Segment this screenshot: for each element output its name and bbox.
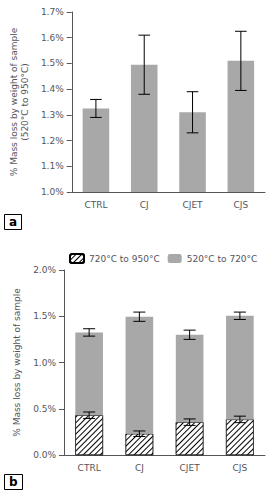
svg-text:CJS: CJS [233,463,248,473]
svg-text:0.5%: 0.5% [33,404,56,414]
svg-text:1.6%: 1.6% [41,33,64,43]
svg-text:% Mass loss by weight of sampl: % Mass loss by weight of sample [9,27,19,176]
svg-text:1.2%: 1.2% [41,136,64,146]
svg-text:1.0%: 1.0% [41,187,64,197]
svg-text:a: a [9,215,17,229]
svg-text:520°C to 720°C: 520°C to 720°C [187,254,258,264]
svg-text:(520°C to 950°C): (520°C to 950°C) [20,63,30,141]
svg-text:CJET: CJET [180,463,201,473]
svg-text:1.7%: 1.7% [41,7,64,17]
svg-text:0.0%: 0.0% [33,450,56,460]
svg-text:CTRL: CTRL [84,200,107,210]
svg-text:CJS: CJS [234,200,249,210]
svg-text:2.0%: 2.0% [33,265,56,275]
svg-text:CJ: CJ [140,200,149,210]
svg-text:1.5%: 1.5% [33,311,56,321]
svg-text:CJET: CJET [182,200,203,210]
svg-text:1.0%: 1.0% [33,358,56,368]
svg-text:1.3%: 1.3% [41,110,64,120]
svg-text:CJ: CJ [135,463,144,473]
svg-text:% Mass loss by weight of sampl: % Mass loss by weight of sample [12,288,22,437]
svg-text:720°C to 950°C: 720°C to 950°C [89,254,160,264]
svg-text:b: b [9,475,18,489]
svg-text:1.1%: 1.1% [41,161,64,171]
svg-text:1.4%: 1.4% [41,84,64,94]
svg-text:CTRL: CTRL [78,463,101,473]
svg-text:1.5%: 1.5% [41,58,64,68]
